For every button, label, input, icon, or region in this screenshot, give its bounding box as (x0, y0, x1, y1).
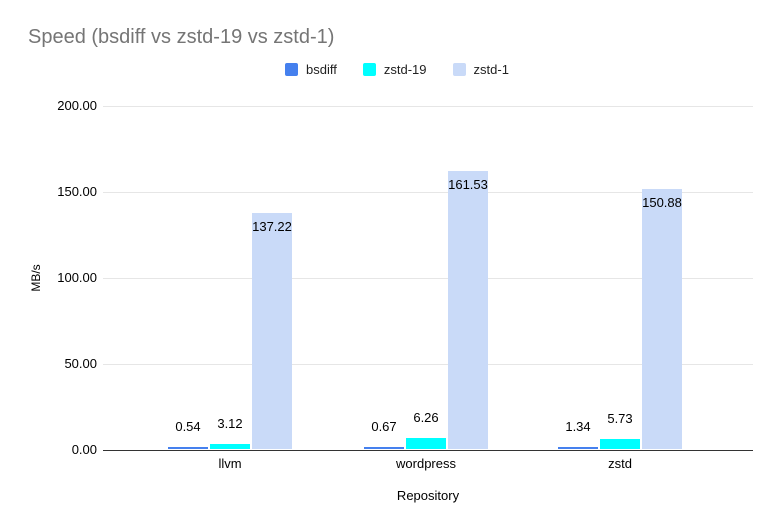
bar-wordpress-zstd-19[interactable] (406, 438, 446, 449)
x-tick-label-llvm: llvm (218, 456, 242, 471)
gridline (103, 364, 753, 365)
bar-llvm-zstd-19[interactable] (210, 444, 250, 449)
bar-value-label: 0.54 (175, 419, 201, 434)
legend-label: zstd-19 (383, 62, 427, 77)
gridline (103, 106, 753, 107)
x-axis-line (103, 450, 753, 451)
legend-label: zstd-1 (473, 62, 509, 77)
y-tick-label: 200.00 (57, 98, 97, 113)
bar-value-label: 150.88 (642, 195, 682, 210)
y-tick-label: 50.00 (64, 356, 97, 371)
legend-label: bsdiff (306, 62, 337, 77)
y-tick-label: 0.00 (71, 442, 97, 457)
legend-swatch-zstd-19 (362, 63, 376, 76)
legend-item-bsdiff[interactable]: bsdiff (285, 62, 337, 77)
bar-value-label: 0.67 (371, 419, 397, 434)
gridline (103, 278, 753, 279)
bar-value-label: 6.26 (413, 410, 439, 425)
bar-wordpress-bsdiff[interactable] (364, 447, 404, 449)
plot-area: 0.54 3.12 137.22 0.67 6.26 161.53 1.34 5.73 150.… (103, 106, 753, 451)
bar-value-label: 5.73 (607, 411, 633, 426)
bar-llvm-zstd-1[interactable] (252, 213, 292, 449)
bar-value-label: 137.22 (252, 219, 292, 234)
legend-item-zstd-1[interactable]: zstd-1 (452, 62, 509, 77)
gridline (103, 192, 753, 193)
x-tick-label-zstd: zstd (608, 456, 632, 471)
chart-title: Speed (bsdiff vs zstd-19 vs zstd-1) (28, 26, 335, 48)
legend-item-zstd-19[interactable]: zstd-19 (362, 62, 427, 77)
x-tick-label-wordpress: wordpress (396, 456, 456, 471)
x-axis-title: Repository (396, 488, 460, 503)
legend-swatch-bsdiff (285, 63, 299, 76)
legend: bsdiff zstd-19 zstd-1 (8, 62, 778, 77)
bar-value-label: 161.53 (448, 177, 488, 192)
bar-wordpress-zstd-1[interactable] (448, 171, 488, 449)
y-tick-label: 100.00 (57, 270, 97, 285)
bar-zstd-zstd-19[interactable] (600, 439, 640, 449)
bar-zstd-zstd-1[interactable] (642, 189, 682, 449)
bar-zstd-bsdiff[interactable] (558, 447, 598, 449)
legend-swatch-zstd-1 (452, 63, 466, 76)
bar-value-label: 3.12 (217, 416, 243, 431)
bar-llvm-bsdiff[interactable] (168, 447, 208, 449)
y-tick-label: 150.00 (57, 184, 97, 199)
bar-value-label: 1.34 (565, 419, 591, 434)
